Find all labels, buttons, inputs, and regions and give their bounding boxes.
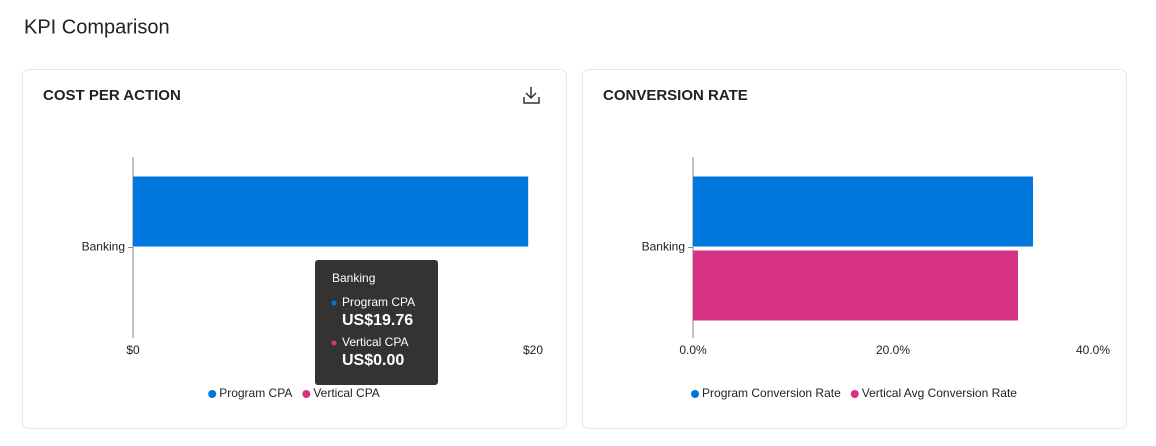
y-tick-label: Banking xyxy=(82,240,125,254)
legend-label: Vertical CPA xyxy=(313,386,379,400)
legend-swatch xyxy=(208,390,217,398)
legend-swatch xyxy=(850,390,859,398)
card-title: CONVERSION RATE xyxy=(603,87,748,104)
legend-label: Program CPA xyxy=(219,386,292,400)
x-tick-label: 0.0% xyxy=(679,343,707,357)
legend: Program CPA Vertical CPA xyxy=(208,386,380,400)
x-tick-label: 40.0% xyxy=(1076,343,1110,357)
card xyxy=(582,69,1127,429)
x-tick-label: 20.0% xyxy=(876,343,910,357)
tooltip-value: US$19.76 xyxy=(342,312,413,329)
y-tick-label: Banking xyxy=(642,240,685,254)
tooltip: Banking Program CPA US$19.76 Vertical CPA US… xyxy=(315,260,438,385)
legend-swatch xyxy=(691,390,700,398)
tooltip-box xyxy=(315,260,438,385)
legend: Program Conversion Rate Vertical Avg Conv… xyxy=(691,386,1017,400)
tooltip-series: Program CPA xyxy=(342,295,415,309)
bar xyxy=(693,250,1018,321)
bar xyxy=(133,176,529,247)
legend-label: Program Conversion Rate xyxy=(702,386,841,400)
bar xyxy=(693,176,1033,247)
x-tick-label: $20 xyxy=(523,343,543,357)
legend-label: Vertical Avg Conversion Rate xyxy=(862,386,1018,400)
card-title: COST PER ACTION xyxy=(43,87,181,104)
tooltip-swatch xyxy=(331,300,337,306)
download-icon[interactable] xyxy=(523,87,540,104)
download-button[interactable] xyxy=(523,87,540,104)
legend-swatch xyxy=(302,390,311,398)
tooltip-category: Banking xyxy=(332,271,375,285)
tooltip-value: US$0.00 xyxy=(342,352,404,369)
page-title: KPI Comparison xyxy=(24,16,170,38)
x-tick-label: $0 xyxy=(126,343,140,357)
tooltip-series: Vertical CPA xyxy=(342,335,408,349)
tooltip-swatch xyxy=(331,340,337,346)
